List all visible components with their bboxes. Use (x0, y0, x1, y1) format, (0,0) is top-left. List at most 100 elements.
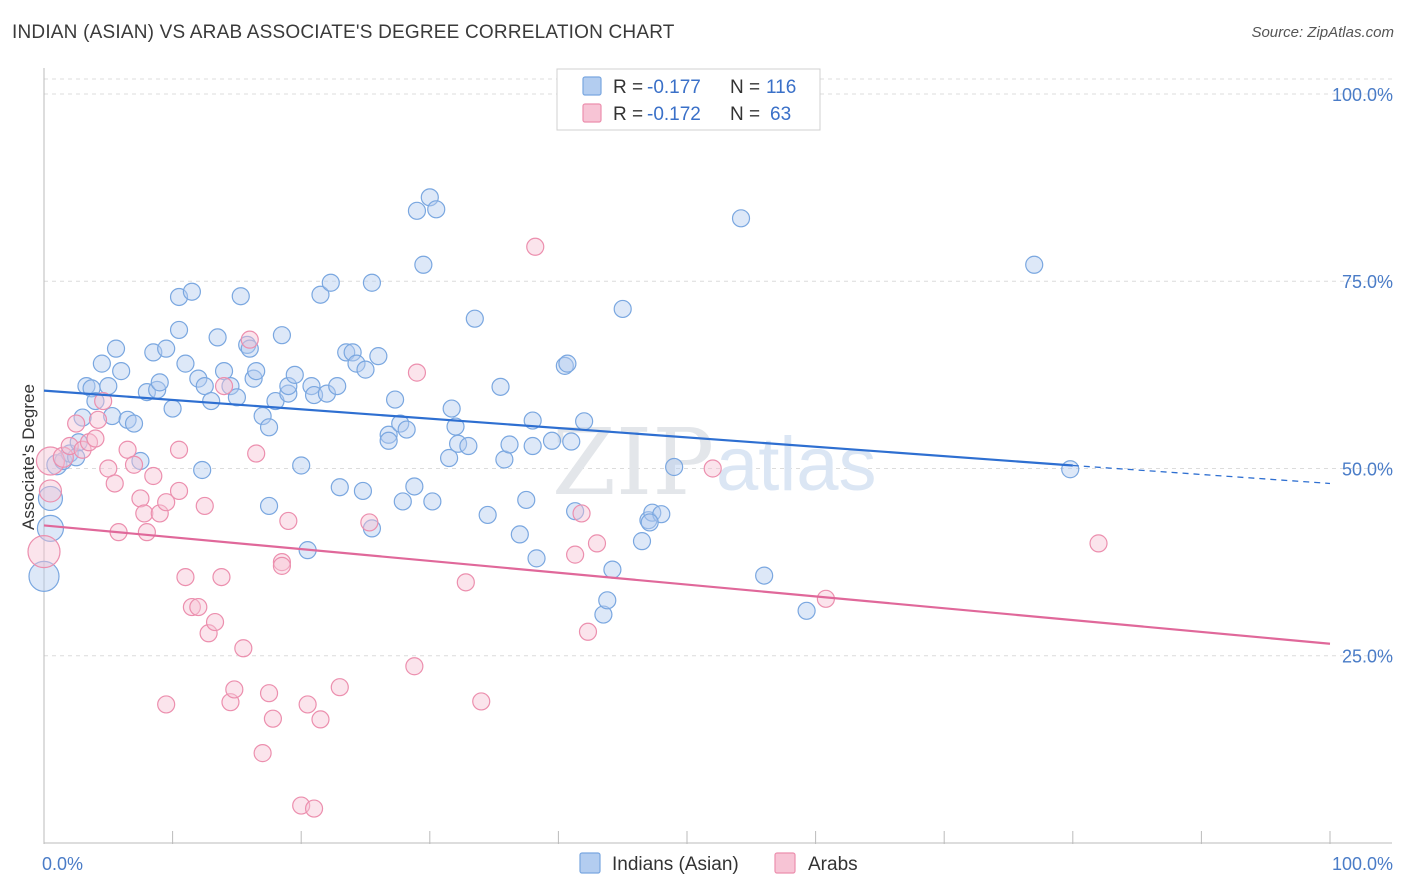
point-indians-asian (124, 414, 144, 433)
point-indians-asian (193, 460, 212, 480)
point-arabs (67, 414, 86, 433)
point-indians-asian (665, 457, 684, 477)
point-indians-asian (247, 362, 266, 381)
point-indians-asian (157, 339, 176, 358)
source-label: Source: ZipAtlas.com (1251, 24, 1394, 41)
point-indians-asian (379, 431, 398, 450)
legend-r-label-1: R = (613, 104, 643, 125)
point-indians-asian (527, 549, 546, 568)
point-indians-asian (182, 282, 201, 301)
point-indians-asian (311, 285, 330, 304)
point-indians-asian (112, 362, 131, 381)
point-arabs (234, 639, 253, 658)
point-indians-asian (491, 377, 510, 396)
trend-line-indians-asian (43, 389, 1073, 467)
point-indians-asian (150, 373, 169, 392)
point-arabs (212, 567, 231, 587)
point-arabs (195, 496, 214, 516)
point-indians-asian (103, 406, 122, 426)
point-arabs (272, 556, 292, 575)
point-indians-asian (321, 273, 340, 292)
point-indians-asian (1061, 460, 1080, 479)
point-arabs (157, 695, 176, 714)
y-tick-labels: 25.0% 50.0% 75.0% 100.0% (1332, 85, 1393, 667)
y-axis-label: Associate's Degree (19, 384, 38, 530)
point-indians-asian (343, 343, 362, 362)
chart-title: INDIAN (ASIAN) VS ARAB ASSOCIATE'S DEGRE… (12, 22, 675, 43)
point-indians-asian (594, 605, 613, 624)
point-indians-asian (92, 354, 111, 373)
point-arabs (456, 573, 475, 592)
point-arabs (157, 493, 176, 512)
y-tick-label: 75.0% (1342, 272, 1393, 292)
point-indians-asian (478, 505, 497, 525)
point-arabs (279, 511, 298, 531)
point-indians-asian (328, 376, 347, 396)
point-arabs (38, 479, 63, 503)
point-arabs (263, 709, 283, 728)
point-indians-asian (227, 388, 246, 407)
point-indians-asian (385, 390, 405, 409)
point-indians-asian (613, 299, 632, 319)
series-indians-asian (28, 188, 1080, 624)
point-arabs (566, 545, 585, 564)
point-indians-asian (407, 201, 427, 220)
point-indians-asian (202, 391, 221, 411)
bottom-legend-swatch-arabs (774, 852, 796, 874)
x-tick-max: 100.0% (1332, 854, 1393, 874)
point-indians-asian (279, 376, 298, 396)
point-indians-asian (285, 365, 304, 384)
point-indians-asian (640, 513, 659, 532)
point-arabs (526, 237, 545, 256)
point-indians-asian (603, 560, 622, 579)
watermark-atlas: atlas (716, 422, 877, 507)
legend-r-label-0: R = (613, 77, 643, 98)
point-arabs (587, 534, 607, 553)
bottom-legend-swatch-indians (579, 852, 601, 874)
point-arabs (105, 474, 124, 493)
point-arabs (27, 535, 61, 569)
point-arabs (407, 363, 427, 382)
point-indians-asian (393, 492, 412, 511)
point-arabs (94, 391, 113, 411)
point-indians-asian (279, 384, 298, 403)
point-arabs (189, 597, 208, 617)
legend-r-value-1: -0.172 (647, 104, 701, 125)
point-indians-asian (755, 566, 774, 585)
point-indians-asian (575, 412, 594, 431)
point-indians-asian (510, 525, 529, 544)
point-arabs (253, 744, 272, 763)
point-arabs (360, 513, 379, 532)
point-indians-asian (439, 448, 459, 468)
point-arabs (405, 657, 424, 676)
point-indians-asian (353, 481, 373, 501)
point-arabs (35, 446, 66, 476)
point-indians-asian (37, 485, 64, 512)
point-indians-asian (442, 399, 461, 418)
point-indians-asian (330, 478, 349, 497)
point-indians-asian (369, 347, 388, 366)
point-arabs (169, 481, 189, 501)
point-indians-asian (423, 492, 442, 511)
point-indians-asian (405, 477, 424, 496)
point-indians-asian (598, 591, 617, 610)
point-indians-asian (1025, 255, 1044, 274)
point-indians-asian (169, 320, 189, 340)
point-arabs (240, 330, 259, 349)
point-arabs (131, 489, 150, 508)
point-indians-asian (106, 339, 126, 358)
point-arabs (88, 410, 108, 429)
point-arabs (214, 376, 234, 396)
point-indians-asian (214, 362, 234, 381)
point-indians-asian (189, 369, 208, 388)
point-indians-asian (244, 369, 263, 388)
watermark-zip: ZIP (552, 409, 714, 516)
point-arabs (703, 459, 722, 478)
point-indians-asian (562, 432, 581, 451)
point-arabs (205, 612, 225, 632)
point-arabs (137, 523, 156, 542)
legend-n-label-1: N = (730, 104, 760, 125)
point-arabs (578, 622, 598, 641)
y-tick-label: 100.0% (1332, 85, 1393, 105)
point-arabs (259, 684, 279, 703)
